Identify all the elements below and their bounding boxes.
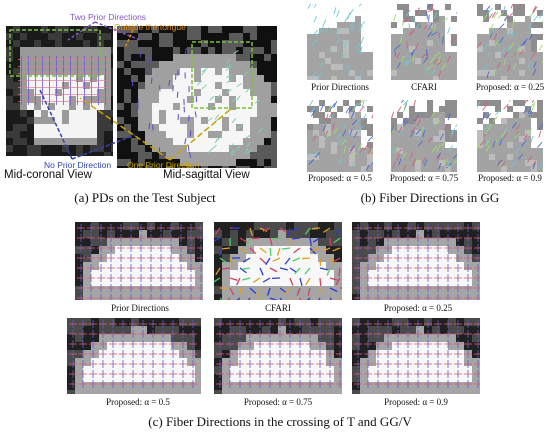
annotation-outside-tongue: Outside the tongue	[114, 22, 186, 32]
gg-label-cfari: CFARI	[411, 82, 437, 92]
gg-label-proposed-025: Proposed: α = 0.25	[475, 82, 545, 92]
crossing-proposed-025-image	[352, 222, 480, 300]
panel-b-caption: (b) Fiber Directions in GG	[360, 190, 500, 205]
crossing-label-cfari: CFARI	[265, 303, 291, 313]
gg-label-prior: Prior Directions	[311, 82, 369, 92]
gg-cfari-image	[391, 4, 457, 80]
crossing-proposed-09-image	[352, 318, 480, 394]
gg-label-proposed-075: Proposed: α = 0.75	[389, 173, 459, 183]
crossing-label-proposed-05: Proposed: α = 0.5	[106, 397, 170, 407]
gg-proposed-075-image	[391, 100, 457, 172]
crossing-proposed-05-image	[67, 318, 201, 394]
sagittal-view-label: Mid-sagittal View	[163, 169, 250, 181]
crossing-proposed-075-image	[214, 318, 342, 394]
gg-proposed-05-image	[307, 100, 373, 172]
crossing-label-prior: Prior Directions	[111, 303, 169, 313]
gg-proposed-09-image	[477, 100, 543, 172]
annotation-one-prior: One Prior Direction	[127, 160, 200, 170]
crossing-prior-directions-image	[75, 222, 203, 300]
sagittal-view-image	[117, 26, 277, 168]
crossing-label-proposed-075: Proposed: α = 0.75	[243, 397, 313, 407]
crossing-cfari-image	[214, 222, 342, 300]
annotation-no-prior: No Prior Direction	[44, 160, 112, 170]
crossing-label-proposed-025: Proposed: α = 0.25	[383, 303, 453, 313]
panel-c-caption: (c) Fiber Directions in the crossing of …	[148, 414, 412, 429]
gg-proposed-025-image	[477, 4, 543, 80]
gg-prior-directions-image	[307, 4, 373, 80]
annotation-two-prior: Two Prior Directions	[70, 12, 147, 22]
panel-a-caption: (a) PDs on the Test Subject	[74, 190, 216, 205]
coronal-view-label: Mid-coronal View	[4, 169, 92, 181]
annotation-lines	[9, 21, 253, 161]
gg-label-proposed-09: Proposed: α = 0.9	[478, 173, 542, 183]
gg-label-proposed-05: Proposed: α = 0.5	[308, 173, 372, 183]
crossing-label-proposed-09: Proposed: α = 0.9	[384, 397, 448, 407]
